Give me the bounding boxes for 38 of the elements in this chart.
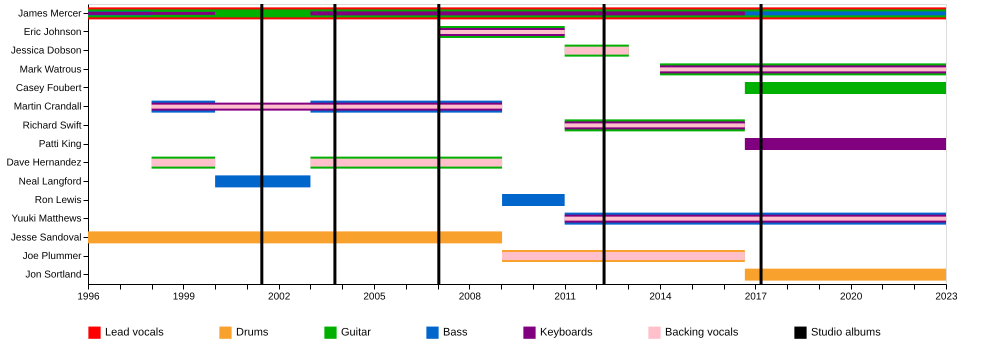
- y-tick-label: Neal Langford: [18, 176, 82, 188]
- bar: [88, 231, 502, 244]
- y-tick-label: Jessica Dobson: [10, 46, 82, 57]
- x-tick-label: 2014: [649, 292, 672, 302]
- bar: [215, 175, 310, 188]
- legend-label: Bass: [443, 326, 468, 339]
- x-tick-label: 2008: [458, 292, 482, 302]
- legend-label: Guitar: [341, 326, 372, 339]
- x-tick-label: 2011: [554, 292, 576, 302]
- y-tick-label: Dave Hernandez: [6, 158, 82, 169]
- bar: [744, 268, 946, 281]
- x-tick-label: 2002: [268, 292, 291, 302]
- legend-label: Keyboards: [540, 326, 594, 339]
- y-tick-label: Joe Plummer: [22, 251, 82, 262]
- x-tick-label: 2020: [840, 292, 863, 302]
- y-tick-label: Ron Lewis: [34, 195, 82, 206]
- x-tick-label: 2005: [363, 292, 386, 302]
- legend-label: Studio albums: [811, 326, 882, 339]
- legend-label: Lead vocals: [105, 326, 164, 339]
- y-tick-label: Yuuki Matthews: [11, 214, 82, 225]
- x-tick-label: 1996: [77, 292, 100, 302]
- legend-label: Drums: [236, 326, 269, 339]
- y-tick-label: Casey Foubert: [16, 83, 82, 94]
- bar: [502, 194, 565, 206]
- y-tick-label: Richard Swift: [22, 120, 82, 132]
- x-tick-label: 2023: [935, 292, 958, 302]
- y-tick-label: Martin Crandall: [14, 102, 82, 113]
- bar: [744, 82, 946, 94]
- x-tick-label: 2017: [744, 292, 768, 302]
- y-tick-label: James Mercer: [18, 8, 82, 20]
- bar: [310, 11, 745, 16]
- y-tick-label: Jon Sortland: [25, 270, 82, 281]
- y-tick-label: Jesse Sandoval: [10, 232, 82, 244]
- y-tick-label: Patti King: [38, 139, 82, 150]
- legend-label: Backing vocals: [665, 326, 739, 339]
- y-tick-label: Eric Johnson: [24, 27, 82, 38]
- x-tick-label: 1999: [172, 292, 196, 302]
- y-tick-label: Mark Watrous: [20, 64, 82, 76]
